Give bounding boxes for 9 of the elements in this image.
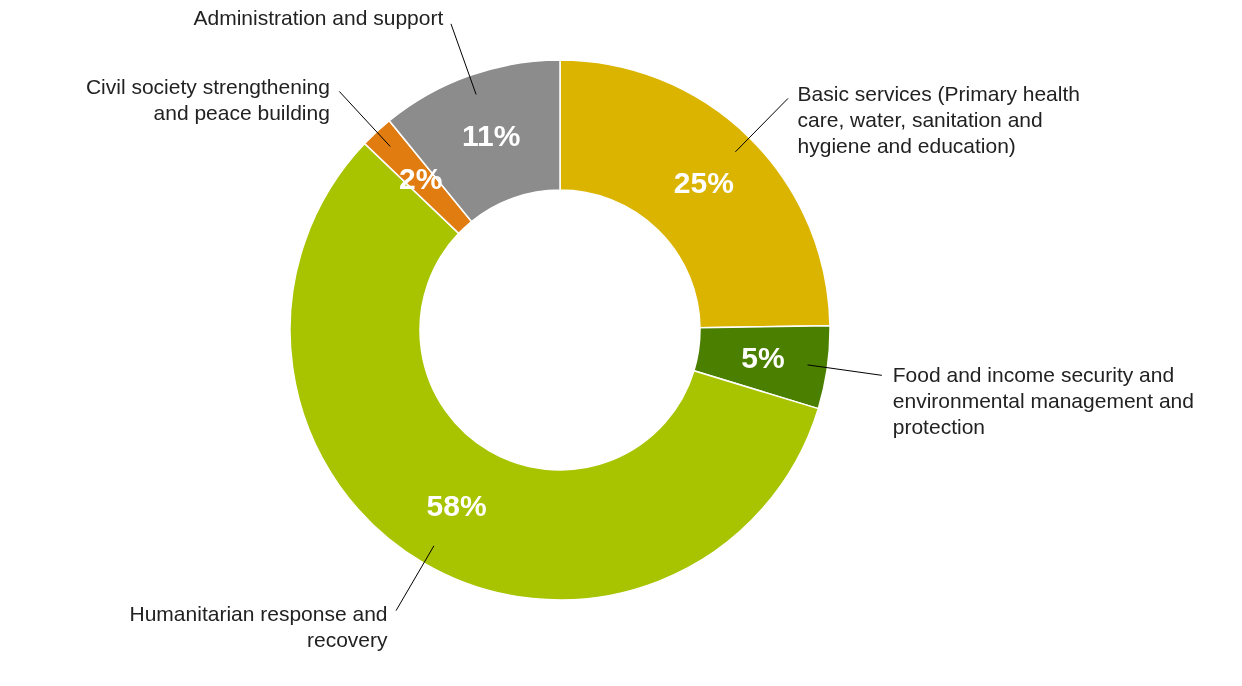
data-label: 5% [741,340,785,374]
slice-label: Civil society strengthening and peace building [85,74,330,124]
data-label: 25% [673,165,734,199]
slice-label: Humanitarian response and recovery [129,601,389,651]
slice-label: Administration and support [193,6,444,30]
slice-label: Basic services (Primary health care, water, sanitation and hygiene and education) [797,81,1080,157]
slice-label: Food and income security and environmental management and protection [892,363,1194,439]
data-label: 11% [462,118,521,152]
data-label: 58% [426,489,487,522]
